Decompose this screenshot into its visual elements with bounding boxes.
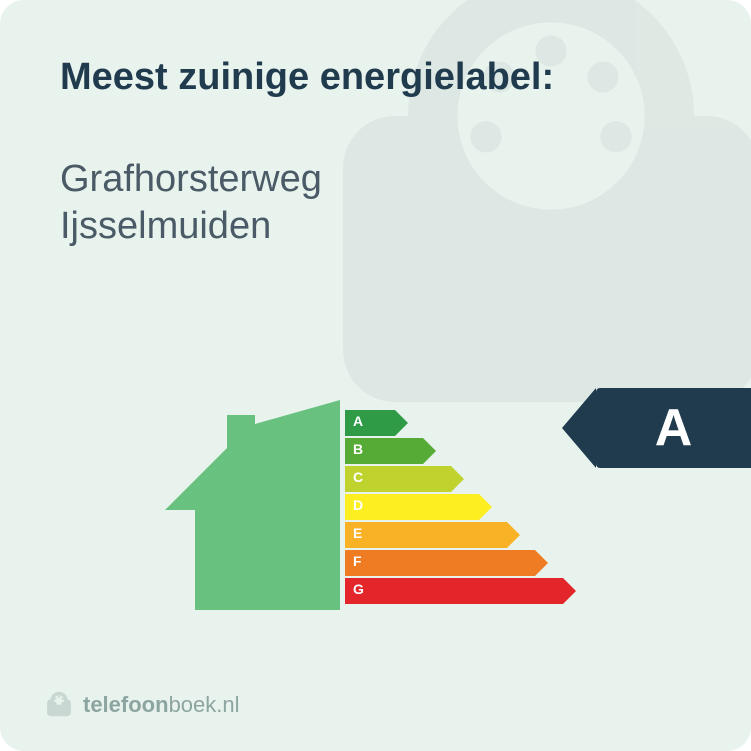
bar-letter: C <box>353 469 363 485</box>
energy-bar-d: D <box>345 494 563 520</box>
footer-bold: telefoon <box>83 692 169 717</box>
phone-book-icon <box>45 691 73 719</box>
bar-tip <box>535 550 548 576</box>
bar-letter: A <box>353 413 363 429</box>
bar-shape: B <box>345 438 423 464</box>
bar-letter: E <box>353 525 362 541</box>
energy-bar-e: E <box>345 522 563 548</box>
energy-label-card: Meest zuinige energielabel: Grafhorsterw… <box>0 0 751 751</box>
bar-letter: B <box>353 441 363 457</box>
energy-bar-f: F <box>345 550 563 576</box>
bar-tip <box>479 494 492 520</box>
energy-bar-a: A <box>345 410 563 436</box>
bar-tip <box>423 438 436 464</box>
rating-badge: A <box>562 388 751 468</box>
energy-bars: ABCDEFG <box>345 410 563 606</box>
bar-tip <box>563 578 576 604</box>
bar-shape: G <box>345 578 563 604</box>
house-icon <box>165 400 340 610</box>
footer-rest: boek.nl <box>169 692 240 717</box>
bar-shape: F <box>345 550 535 576</box>
bar-tip <box>395 410 408 436</box>
bar-letter: D <box>353 497 363 513</box>
card-title: Meest zuinige energielabel: <box>60 55 691 101</box>
bar-letter: F <box>353 553 362 569</box>
bar-shape: C <box>345 466 451 492</box>
footer: telefoonboek.nl <box>45 691 240 719</box>
bar-shape: A <box>345 410 395 436</box>
bar-shape: E <box>345 522 507 548</box>
bar-shape: D <box>345 494 479 520</box>
energy-bar-g: G <box>345 578 563 604</box>
bar-tip <box>451 466 464 492</box>
footer-text: telefoonboek.nl <box>83 692 240 718</box>
location-line-2: Ijsselmuiden <box>60 203 691 251</box>
location-block: Grafhorsterweg Ijsselmuiden <box>60 156 691 251</box>
location-line-1: Grafhorsterweg <box>60 156 691 204</box>
energy-bar-b: B <box>345 438 563 464</box>
energy-bar-c: C <box>345 466 563 492</box>
bar-tip <box>507 522 520 548</box>
badge-value: A <box>596 388 751 468</box>
bar-letter: G <box>353 581 364 597</box>
badge-arrow <box>562 388 596 468</box>
